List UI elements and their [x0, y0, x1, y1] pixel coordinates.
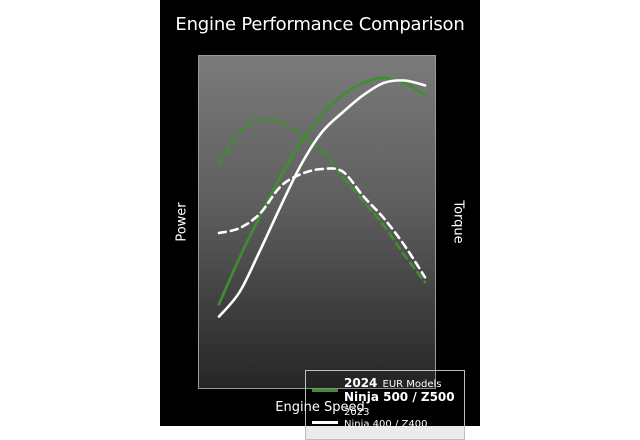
legend-year-2024: 2024 — [344, 376, 378, 390]
legend-item-2023: 2023 Ninja 400 / Z400 — [306, 407, 466, 437]
legend-label-2024: 2024 EUR Models Ninja 500 / Z500 — [344, 375, 455, 404]
chart-title: Engine Performance Comparison — [175, 14, 465, 35]
legend-models-2023: Ninja 400 / Z400 — [344, 419, 428, 430]
legend-region-2024: EUR Models — [382, 379, 442, 390]
series-line-power-2024 — [217, 76, 427, 306]
legend-label-2023: 2023 Ninja 400 / Z400 — [344, 407, 427, 431]
legend-swatch-2024 — [312, 389, 338, 392]
legend-swatch-2023 — [312, 421, 338, 424]
legend-item-2024: 2024 EUR Models Ninja 500 / Z500 — [306, 375, 466, 405]
legend-year-2023: 2023 — [344, 407, 370, 418]
series-line-power-2023 — [217, 79, 427, 318]
y-axis-label-power: Power — [174, 202, 190, 242]
series-line-torque-2024 — [217, 117, 427, 284]
series-line-torque-2023 — [217, 167, 427, 279]
y-axis-label-torque: Torque — [450, 200, 466, 244]
chart-container: Engine Performance Comparison Power Torq… — [160, 0, 480, 440]
chart-svg — [217, 76, 427, 318]
plot-area: 2024 EUR Models Ninja 500 / Z500 2023 Ni… — [198, 55, 465, 440]
legend: 2024 EUR Models Ninja 500 / Z500 2023 Ni… — [305, 370, 465, 440]
legend-models-2024: Ninja 500 / Z500 — [344, 390, 455, 404]
x-axis-label: Engine Speed — [275, 400, 365, 415]
